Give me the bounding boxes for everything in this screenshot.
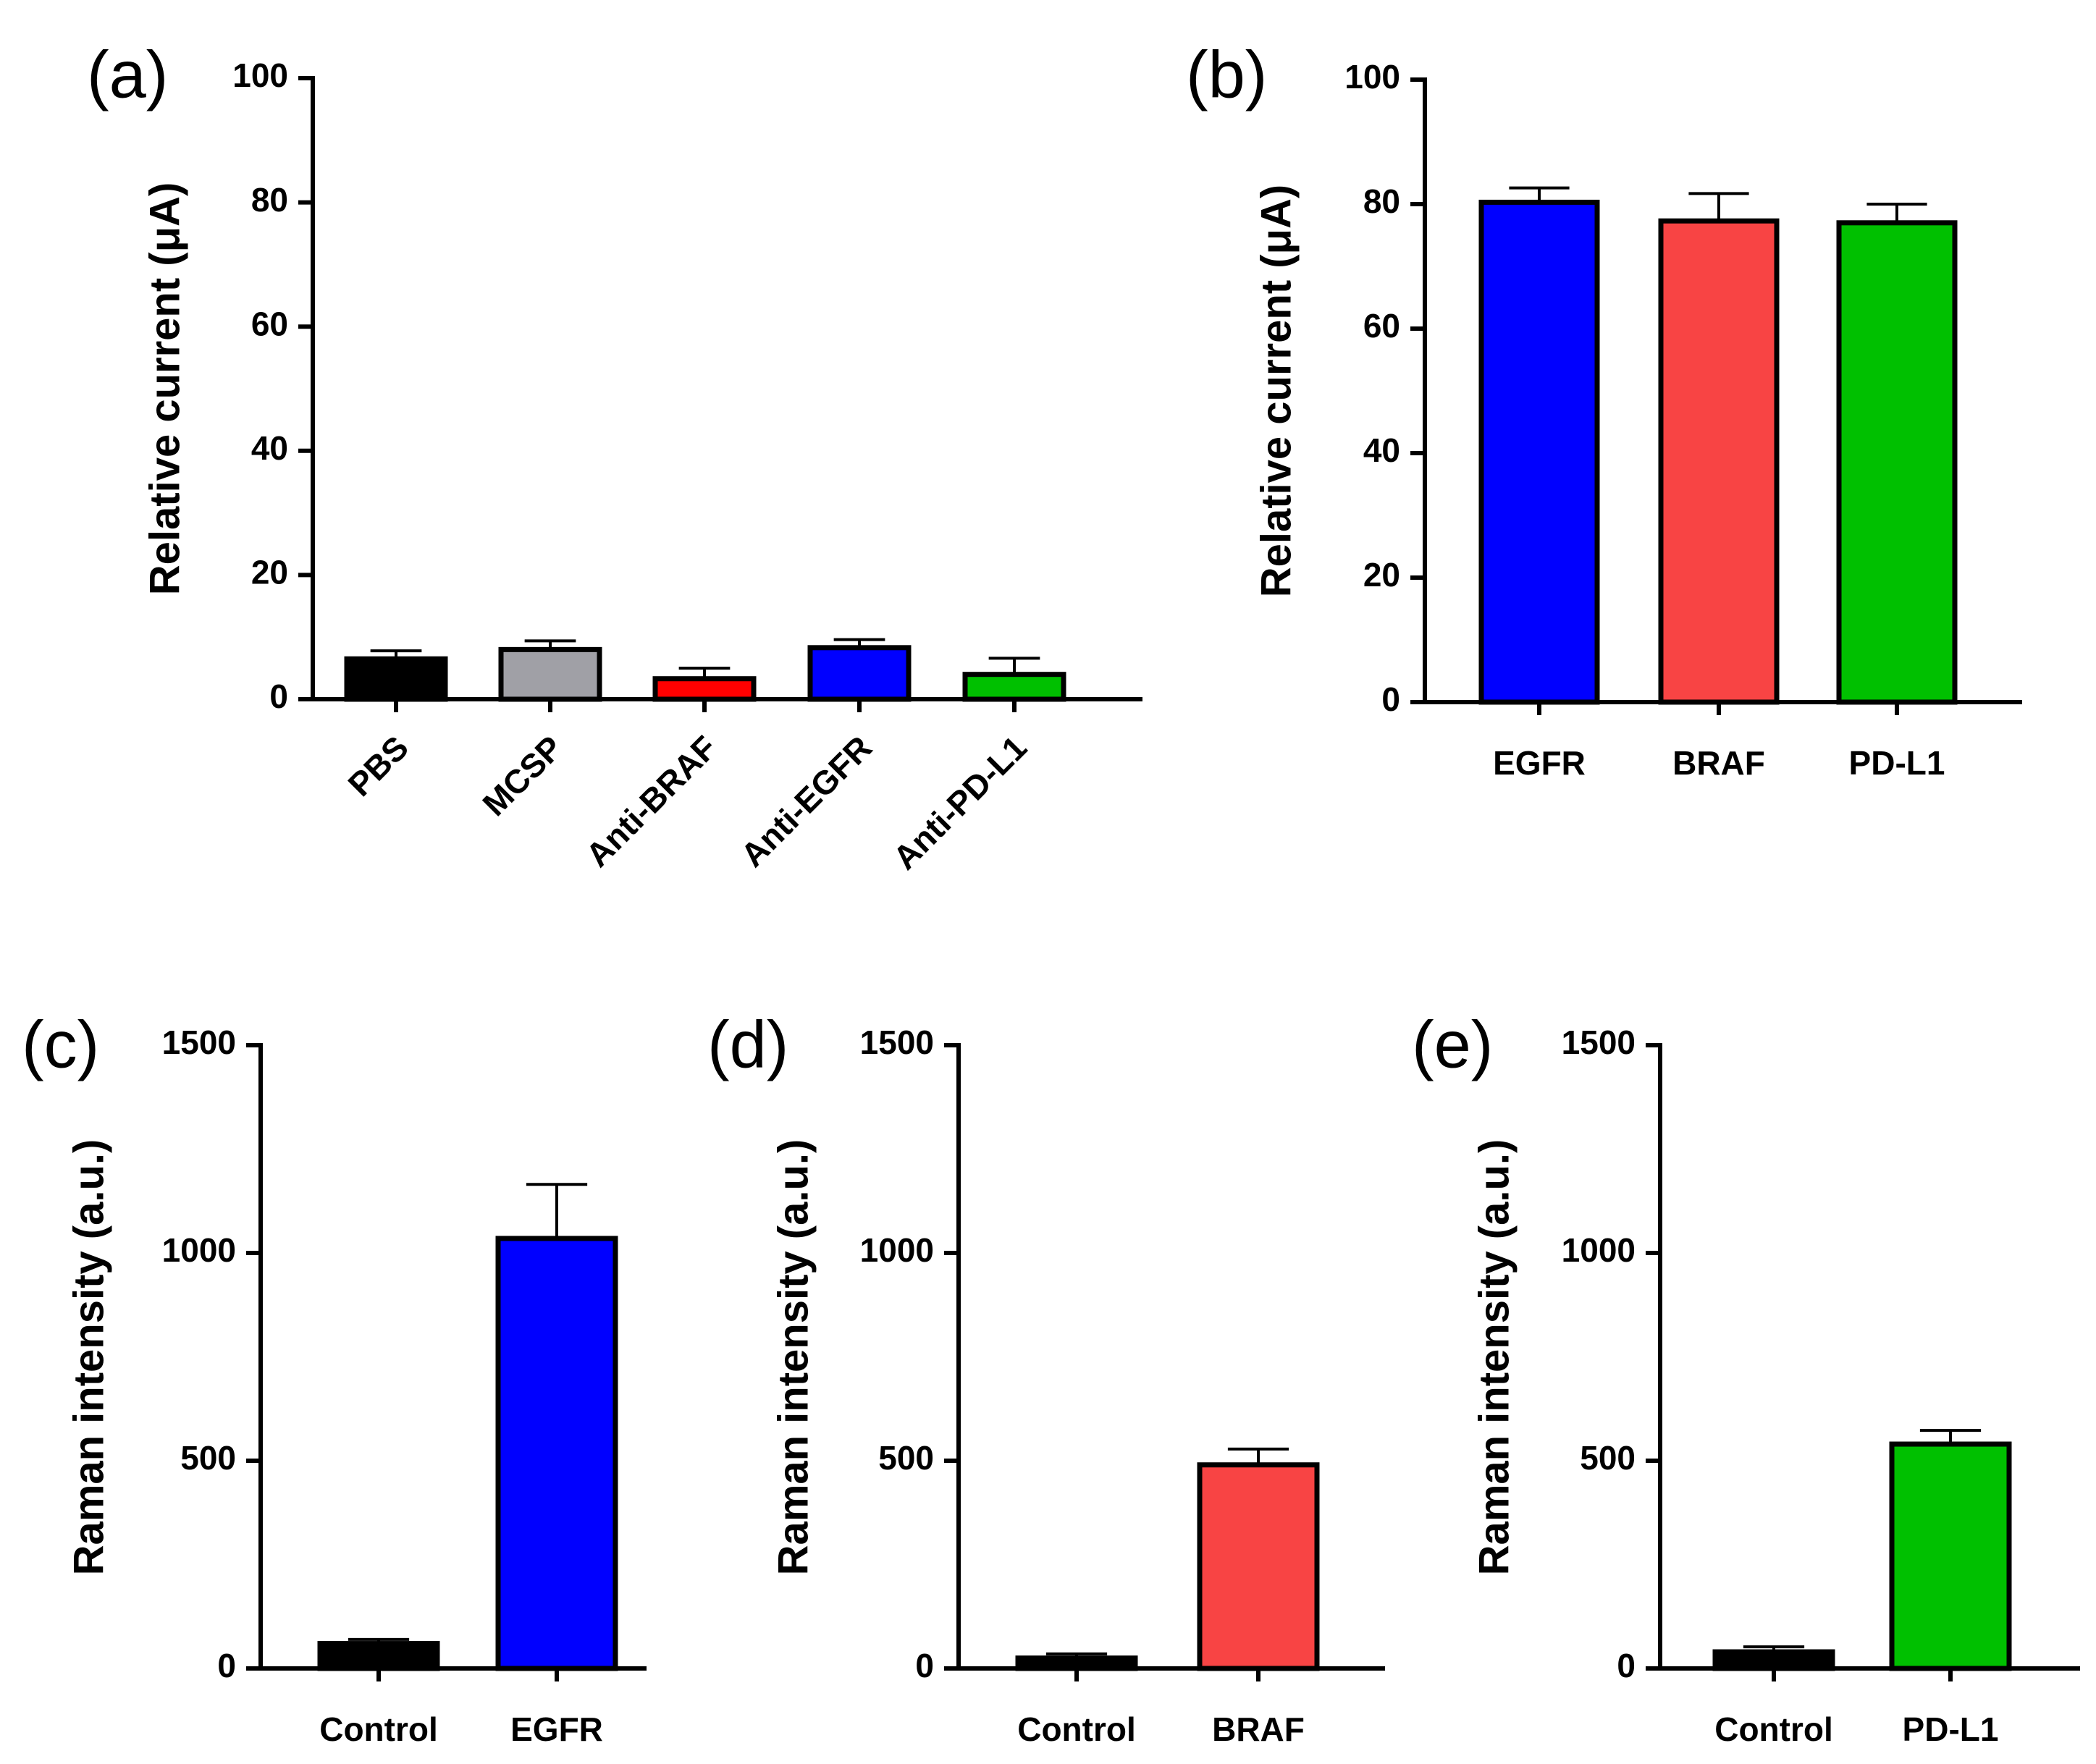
category-label: BRAF: [1212, 1710, 1305, 1748]
bar-pbs: [344, 656, 448, 702]
category-label: PD-L1: [1903, 1710, 1999, 1748]
category-label: EGFR: [510, 1710, 603, 1748]
y-tick-label: 500: [878, 1439, 934, 1477]
y-tick-label: 1500: [162, 1024, 236, 1061]
panel-label: (d): [707, 1008, 788, 1081]
chart-panel-c: (c) Raman intensity (a.u.) Control EGFR 0 500…: [22, 1008, 647, 1748]
bar-braf: [1197, 1462, 1320, 1671]
category-label: Anti-BRAF: [578, 728, 724, 874]
y-tick-label: 60: [251, 305, 288, 342]
bar-anti-pd-l1: [962, 672, 1066, 702]
y-tick-label: 20: [1363, 556, 1400, 594]
bar-control: [317, 1641, 440, 1671]
category-label: PD-L1: [1849, 744, 1945, 782]
y-tick-label: 1500: [1562, 1024, 1636, 1061]
y-tick-label: 60: [1363, 307, 1400, 345]
y-tick-label: 1500: [860, 1024, 934, 1061]
category-label: Anti-EGFR: [733, 728, 879, 874]
y-tick-label: 40: [251, 429, 288, 467]
panel-label: (c): [22, 1008, 99, 1081]
y-tick-label: 0: [915, 1647, 934, 1684]
y-tick-label: 1000: [860, 1231, 934, 1269]
y-tick-label: 1000: [1562, 1231, 1636, 1269]
y-tick-label: 20: [251, 554, 288, 591]
category-label: Control: [1714, 1710, 1833, 1748]
y-tick-label: 0: [217, 1647, 236, 1684]
category-label: Anti-PD-L1: [885, 728, 1034, 877]
y-tick-label: 80: [1363, 182, 1400, 220]
category-label: MCSP: [475, 728, 570, 823]
category-label: BRAF: [1672, 744, 1765, 782]
y-tick-label: 1000: [162, 1231, 236, 1269]
category-label: Control: [1017, 1710, 1136, 1748]
panel-label: (b): [1186, 38, 1267, 111]
category-label: Control: [319, 1710, 438, 1748]
chart-panel-e: (e) Raman intensity (a.u.) Control PD-L1 0 50…: [1412, 1008, 2080, 1748]
bar-egfr: [1478, 199, 1600, 705]
chart-panel-a: (a) Relative current (μA) PBS MCSP Anti-BRAF…: [87, 38, 1142, 877]
bar-egfr: [495, 1236, 618, 1671]
bar-pd-l1: [1889, 1441, 2012, 1671]
y-tick-label: 0: [1381, 680, 1400, 718]
y-tick-label: 0: [269, 678, 288, 715]
y-tick-label: 0: [1617, 1647, 1636, 1684]
chart-panel-d: (d) Raman intensity (a.u.) Control BRAF 0 500…: [707, 1008, 1385, 1748]
chart-panel-b: (b) Relative current (μA) EGFR BRAF PD-L1 0 20…: [1186, 38, 2022, 782]
y-axis-title: Raman intensity (a.u.): [65, 1139, 112, 1576]
y-axis-title: Relative current (μA): [141, 182, 188, 596]
y-tick-label: 40: [1363, 431, 1400, 469]
y-axis-title: Raman intensity (a.u.): [1470, 1139, 1518, 1576]
y-tick-label: 500: [1580, 1439, 1636, 1477]
y-tick-label: 500: [180, 1439, 236, 1477]
panel-label: (e): [1412, 1008, 1493, 1081]
panel-label: (a): [87, 38, 168, 111]
y-axis-title: Raman intensity (a.u.): [770, 1139, 817, 1576]
category-label: PBS: [340, 728, 416, 803]
bar-anti-braf: [652, 676, 757, 702]
y-tick-label: 100: [232, 56, 288, 94]
y-tick-label: 80: [251, 181, 288, 219]
bar-pd-l1: [1836, 220, 1958, 705]
bar-control: [1712, 1649, 1835, 1671]
y-tick-label: 100: [1344, 58, 1400, 96]
bar-anti-egfr: [807, 645, 912, 702]
bar-mcsp: [498, 646, 602, 702]
y-axis-title: Relative current (μA): [1253, 185, 1300, 598]
category-label: EGFR: [1493, 744, 1586, 782]
bar-braf: [1658, 218, 1780, 705]
